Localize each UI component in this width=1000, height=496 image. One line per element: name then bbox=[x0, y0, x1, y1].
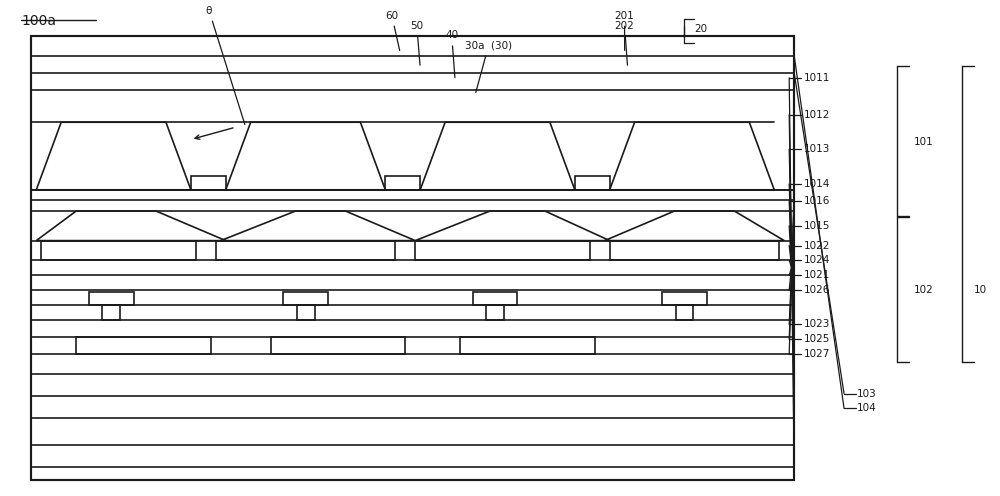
Text: θ: θ bbox=[206, 6, 245, 124]
Text: 201: 201 bbox=[615, 10, 634, 51]
Text: 101: 101 bbox=[914, 137, 934, 147]
Text: 1014: 1014 bbox=[804, 179, 831, 189]
Text: 1013: 1013 bbox=[804, 144, 831, 154]
Text: 1023: 1023 bbox=[804, 319, 831, 329]
Text: 104: 104 bbox=[857, 403, 877, 413]
Text: 1024: 1024 bbox=[804, 255, 831, 265]
Text: 1025: 1025 bbox=[804, 334, 831, 344]
Text: 1011: 1011 bbox=[804, 73, 831, 83]
Text: 1016: 1016 bbox=[804, 196, 831, 206]
Text: 30a  (30): 30a (30) bbox=[465, 40, 512, 92]
Text: 50: 50 bbox=[410, 20, 423, 65]
Text: 60: 60 bbox=[385, 10, 400, 51]
Text: 20: 20 bbox=[694, 23, 708, 34]
Text: 1012: 1012 bbox=[804, 110, 831, 120]
Text: 40: 40 bbox=[445, 30, 458, 77]
Text: 1027: 1027 bbox=[804, 349, 831, 359]
Text: 1021: 1021 bbox=[804, 270, 831, 280]
Text: 100a: 100a bbox=[21, 14, 56, 28]
Text: 1022: 1022 bbox=[804, 241, 831, 250]
Text: 102: 102 bbox=[914, 285, 934, 295]
Text: 1015: 1015 bbox=[804, 221, 831, 231]
Text: 202: 202 bbox=[615, 20, 634, 65]
Text: 1026: 1026 bbox=[804, 285, 831, 295]
Text: 10: 10 bbox=[974, 285, 987, 295]
Text: 103: 103 bbox=[857, 388, 877, 398]
